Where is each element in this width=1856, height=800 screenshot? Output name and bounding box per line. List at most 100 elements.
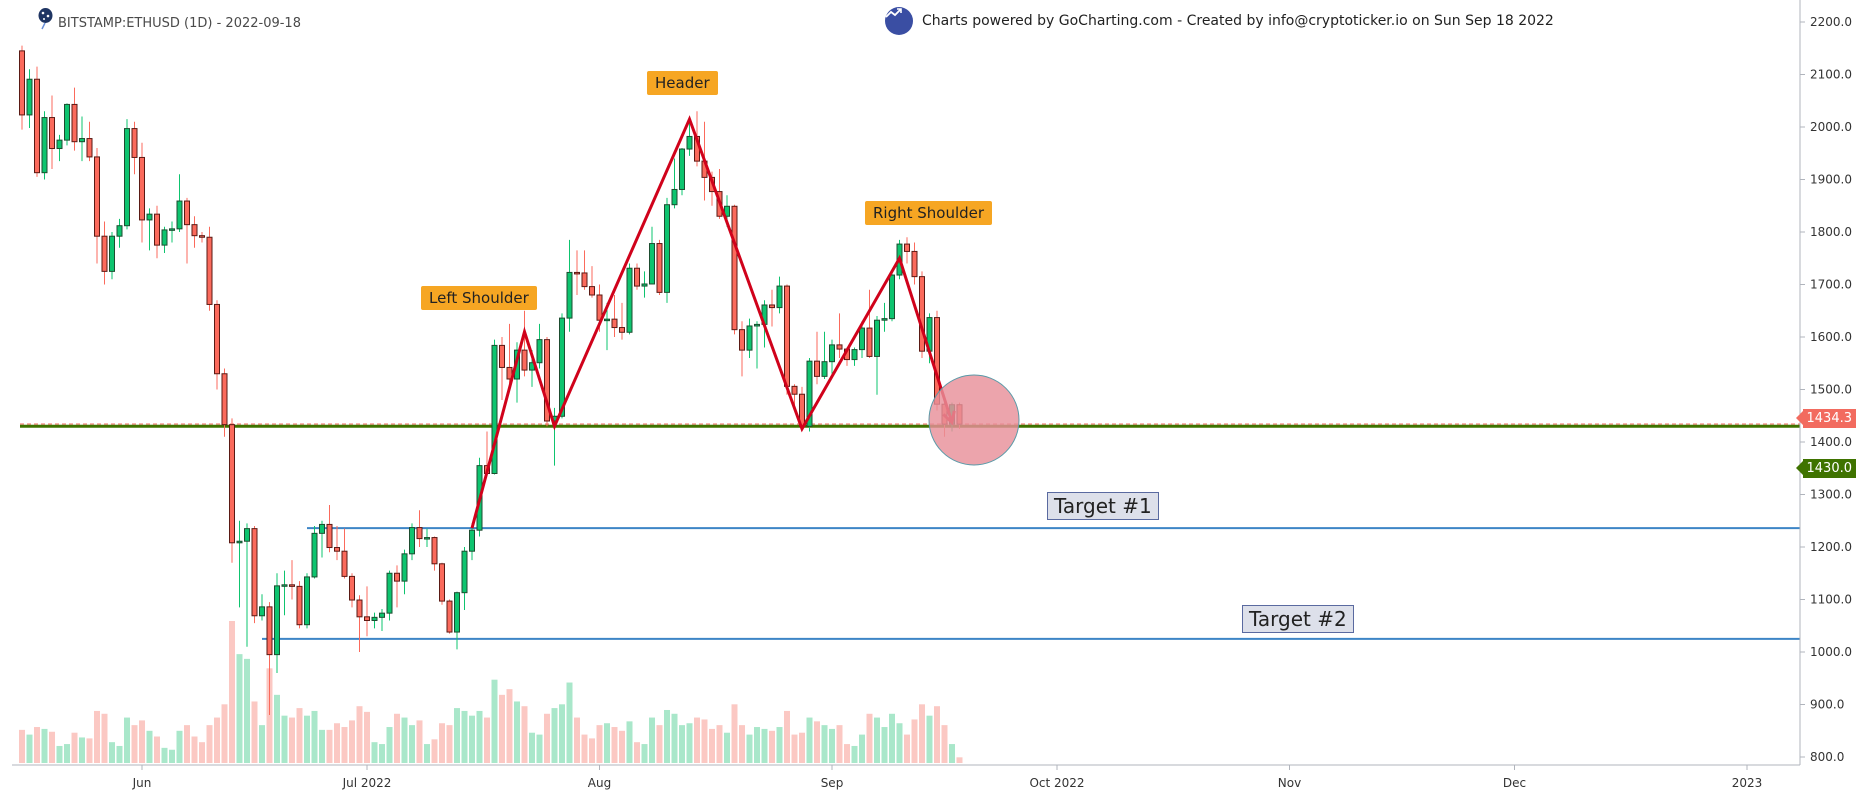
candle-down[interactable]: [904, 243, 910, 252]
candle-up[interactable]: [626, 267, 633, 333]
candle-down[interactable]: [439, 563, 445, 602]
candle-up[interactable]: [319, 523, 325, 534]
candle-up[interactable]: [881, 318, 888, 321]
candle-up[interactable]: [176, 200, 183, 230]
candle-up[interactable]: [64, 103, 70, 141]
target-1-label[interactable]: Target #1: [1047, 492, 1159, 520]
candle-down[interactable]: [349, 575, 355, 601]
candle-up[interactable]: [686, 135, 693, 150]
head-and-shoulders-pattern-line[interactable]: [470, 115, 954, 529]
candle-down[interactable]: [71, 103, 78, 143]
left-shoulder-label[interactable]: Left Shoulder: [421, 286, 537, 310]
candle-down[interactable]: [266, 606, 273, 656]
candle-down[interactable]: [611, 318, 618, 329]
candle-down[interactable]: [394, 572, 400, 582]
candle-down[interactable]: [101, 235, 108, 272]
candle-up[interactable]: [116, 225, 123, 237]
candle-up[interactable]: [244, 528, 250, 542]
candle-up[interactable]: [161, 229, 168, 246]
candle-down[interactable]: [866, 327, 873, 357]
candle-down[interactable]: [341, 550, 348, 577]
candle-up[interactable]: [236, 540, 243, 544]
candle-up[interactable]: [859, 327, 865, 351]
candle-down[interactable]: [919, 276, 925, 352]
candle-up[interactable]: [304, 576, 310, 626]
candle-up[interactable]: [604, 318, 610, 322]
candle-down[interactable]: [364, 616, 370, 622]
candle-up[interactable]: [536, 339, 543, 364]
candle-down[interactable]: [934, 317, 940, 405]
candle-down[interactable]: [49, 117, 55, 150]
candle-up[interactable]: [806, 360, 813, 427]
candle-up[interactable]: [664, 204, 670, 293]
candle-up[interactable]: [281, 584, 288, 587]
candle-up[interactable]: [379, 612, 385, 618]
candle-down[interactable]: [326, 523, 333, 549]
candle-down[interactable]: [86, 138, 93, 158]
candle-down[interactable]: [521, 349, 528, 371]
candle-up[interactable]: [146, 213, 153, 221]
candle-down[interactable]: [154, 213, 160, 246]
candle-down[interactable]: [221, 373, 228, 426]
candle-down[interactable]: [131, 128, 138, 158]
candle-down[interactable]: [229, 424, 235, 544]
candle-down[interactable]: [836, 344, 843, 350]
candle-down[interactable]: [431, 537, 438, 565]
candle-up[interactable]: [889, 274, 895, 320]
candle-down[interactable]: [731, 205, 738, 331]
candle-up[interactable]: [829, 344, 835, 363]
candle-up[interactable]: [776, 285, 783, 309]
candle-down[interactable]: [289, 584, 295, 587]
candle-down[interactable]: [814, 360, 820, 377]
candle-down[interactable]: [581, 272, 588, 288]
candle-up[interactable]: [746, 325, 753, 351]
candle-up[interactable]: [311, 532, 318, 578]
candle-up[interactable]: [371, 616, 378, 621]
candle-up[interactable]: [274, 585, 280, 656]
candle-down[interactable]: [206, 236, 213, 305]
candle-down[interactable]: [139, 156, 145, 221]
candle-up[interactable]: [79, 138, 85, 143]
candle-up[interactable]: [469, 529, 475, 552]
candle-down[interactable]: [251, 528, 258, 617]
candle-up[interactable]: [671, 188, 678, 206]
candle-down[interactable]: [656, 243, 663, 293]
candle-up[interactable]: [649, 243, 655, 285]
candle-down[interactable]: [619, 327, 625, 333]
candle-up[interactable]: [401, 553, 408, 582]
highlight-circle[interactable]: [928, 374, 1020, 466]
candle-down[interactable]: [544, 339, 550, 422]
head-label[interactable]: Header: [647, 71, 718, 95]
candle-down[interactable]: [589, 286, 595, 296]
candle-down[interactable]: [356, 599, 363, 618]
target-2-label[interactable]: Target #2: [1242, 605, 1354, 633]
candle-down[interactable]: [499, 344, 505, 368]
candle-down[interactable]: [634, 267, 640, 287]
candle-down[interactable]: [739, 329, 745, 351]
candle-up[interactable]: [424, 537, 430, 540]
candle-up[interactable]: [109, 235, 115, 272]
candle-down[interactable]: [791, 385, 798, 395]
candle-up[interactable]: [409, 527, 415, 555]
candle-up[interactable]: [851, 349, 858, 361]
candle-up[interactable]: [56, 139, 63, 150]
candle-down[interactable]: [296, 585, 303, 626]
candle-up[interactable]: [386, 572, 393, 614]
candle-up[interactable]: [821, 361, 828, 377]
candle-up[interactable]: [491, 344, 498, 474]
candle-up[interactable]: [41, 117, 48, 174]
candle-down[interactable]: [446, 600, 453, 633]
candle-up[interactable]: [259, 606, 265, 617]
candle-down[interactable]: [769, 304, 775, 309]
right-shoulder-label[interactable]: Right Shoulder: [865, 201, 993, 225]
candle-up[interactable]: [754, 323, 760, 327]
candle-up[interactable]: [454, 592, 460, 633]
candle-down[interactable]: [214, 303, 220, 375]
candle-down[interactable]: [416, 527, 423, 540]
candle-up[interactable]: [169, 228, 175, 231]
candle-up[interactable]: [641, 283, 648, 287]
candle-up[interactable]: [566, 271, 573, 319]
candle-up[interactable]: [124, 128, 130, 227]
candle-down[interactable]: [574, 271, 580, 275]
candle-up[interactable]: [461, 550, 468, 594]
